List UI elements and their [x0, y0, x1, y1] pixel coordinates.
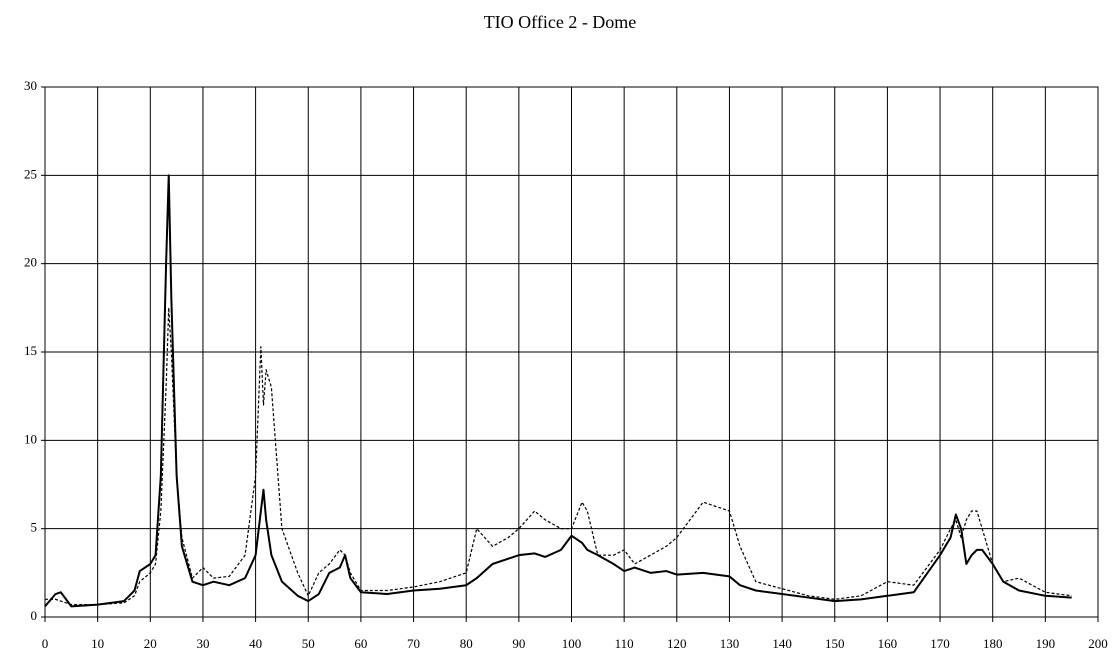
- chart-title: TIO Office 2 - Dome: [484, 12, 637, 32]
- y-tick-label: 10: [24, 431, 37, 446]
- x-tick-label: 190: [1036, 636, 1056, 651]
- x-tick-label: 90: [512, 636, 525, 651]
- y-tick-label: 0: [31, 608, 38, 623]
- series-line: [45, 307, 1072, 606]
- x-tick-label: 130: [720, 636, 740, 651]
- x-tick-label: 170: [930, 636, 950, 651]
- x-tick-label: 40: [249, 636, 262, 651]
- x-tick-label: 180: [983, 636, 1003, 651]
- x-tick-label: 60: [354, 636, 367, 651]
- y-tick-label: 5: [31, 520, 38, 535]
- x-tick-label: 10: [91, 636, 104, 651]
- x-tick-label: 110: [615, 636, 634, 651]
- y-tick-label: 30: [24, 78, 37, 93]
- x-tick-label: 20: [144, 636, 157, 651]
- plot-border: [44, 86, 1099, 618]
- x-tick-label: 80: [460, 636, 473, 651]
- x-tick-label: 200: [1088, 636, 1108, 651]
- x-tick-label: 150: [825, 636, 845, 651]
- y-tick-label: 15: [24, 343, 37, 358]
- x-tick-label: 140: [772, 636, 792, 651]
- y-tick-label: 20: [24, 255, 37, 270]
- x-tick-label: 100: [562, 636, 582, 651]
- x-tick-label: 50: [302, 636, 315, 651]
- y-tick-label: 25: [24, 166, 37, 181]
- series-line: [44, 174, 1072, 608]
- x-tick-label: 120: [667, 636, 687, 651]
- x-tick-label: 30: [196, 636, 209, 651]
- x-tick-label: 0: [42, 636, 49, 651]
- x-tick-label: 160: [878, 636, 898, 651]
- x-tick-label: 70: [407, 636, 420, 651]
